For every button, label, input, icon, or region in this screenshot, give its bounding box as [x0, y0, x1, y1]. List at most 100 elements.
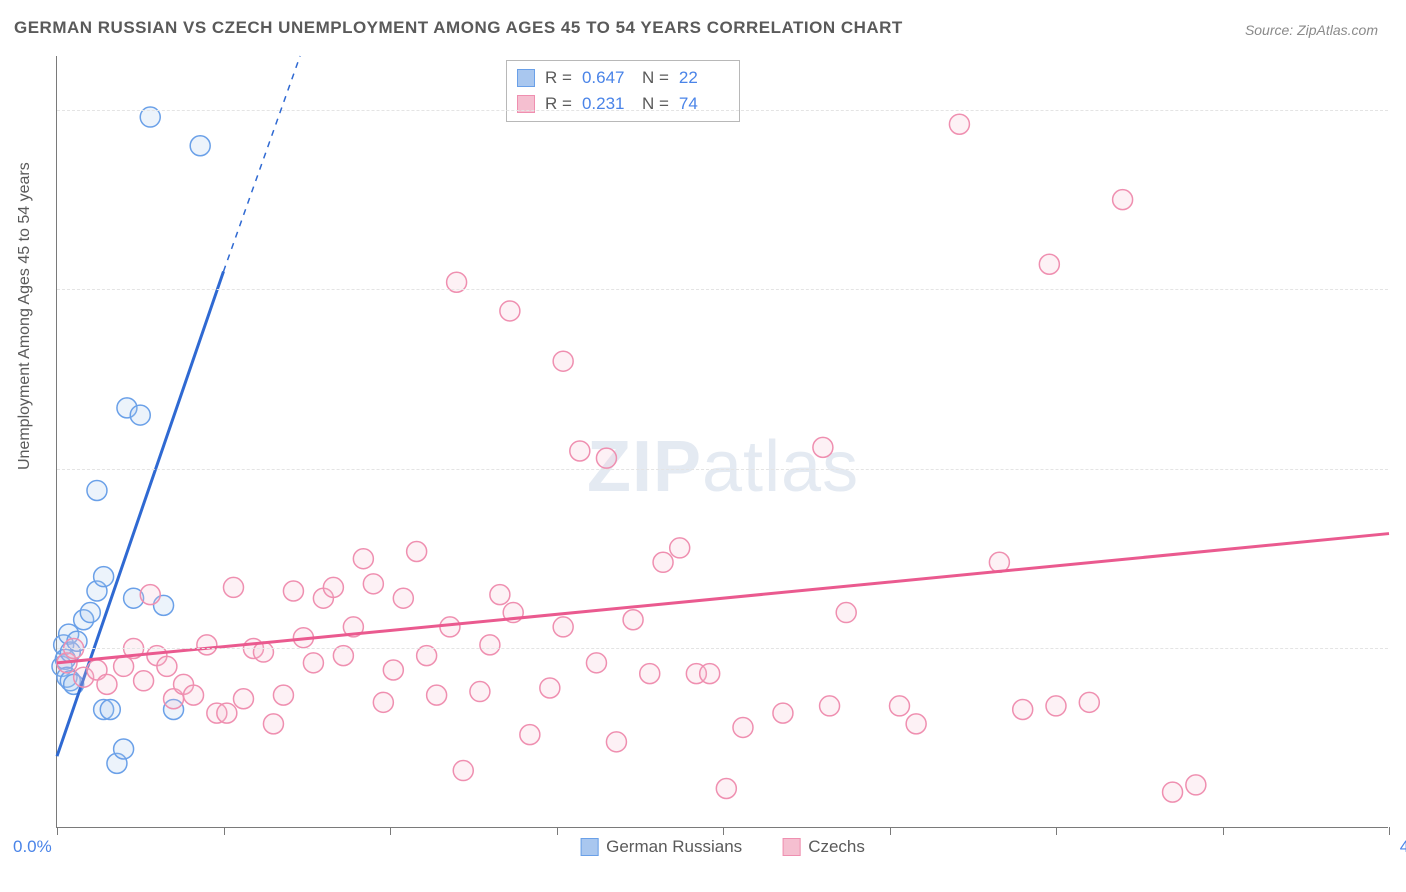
- regression-line-1: [57, 534, 1389, 663]
- stat-legend-row-1: R = 0.647 N = 22: [517, 65, 729, 91]
- plot-area: ZIPatlas R = 0.647 N = 22 R = 0.231 N = …: [56, 56, 1388, 828]
- data-point-german-russians: [190, 136, 210, 156]
- data-point-czechs: [520, 725, 540, 745]
- data-point-czechs: [140, 585, 160, 605]
- data-point-czechs: [97, 674, 117, 694]
- stat-legend: R = 0.647 N = 22 R = 0.231 N = 74: [506, 60, 740, 122]
- n-eq-label: N =: [642, 68, 669, 88]
- y-axis-label: Unemployment Among Ages 45 to 54 years: [16, 162, 34, 470]
- legend-swatch-1: [517, 69, 535, 87]
- data-point-czechs: [273, 685, 293, 705]
- data-point-czechs: [820, 696, 840, 716]
- data-point-czechs: [1039, 254, 1059, 274]
- data-point-czechs: [407, 542, 427, 562]
- data-point-czechs: [889, 696, 909, 716]
- x-tick: [723, 827, 724, 835]
- data-point-czechs: [596, 448, 616, 468]
- data-point-czechs: [363, 574, 383, 594]
- data-point-czechs: [700, 664, 720, 684]
- source-label: Source: ZipAtlas.com: [1245, 22, 1378, 38]
- data-point-czechs: [640, 664, 660, 684]
- data-point-german-russians: [130, 405, 150, 425]
- data-point-czechs: [217, 703, 237, 723]
- data-point-czechs: [1046, 696, 1066, 716]
- data-point-czechs: [263, 714, 283, 734]
- data-point-czechs: [1113, 190, 1133, 210]
- data-point-czechs: [440, 617, 460, 637]
- n-val-2: 74: [679, 94, 729, 114]
- x-tick: [390, 827, 391, 835]
- data-point-czechs: [283, 581, 303, 601]
- plot-svg: [57, 56, 1388, 827]
- data-point-czechs: [453, 761, 473, 781]
- data-point-czechs: [586, 653, 606, 673]
- bottom-legend-item-2: Czechs: [782, 837, 865, 857]
- x-tick: [224, 827, 225, 835]
- gridline-h: [57, 648, 1388, 649]
- data-point-czechs: [813, 437, 833, 457]
- r-val-2: 0.231: [582, 94, 632, 114]
- data-point-czechs: [393, 588, 413, 608]
- data-point-czechs: [134, 671, 154, 691]
- r-eq-label-2: R =: [545, 94, 572, 114]
- data-point-czechs: [553, 351, 573, 371]
- bottom-label-2: Czechs: [808, 837, 865, 857]
- data-point-czechs: [353, 549, 373, 569]
- data-point-czechs: [470, 682, 490, 702]
- x-tick: [557, 827, 558, 835]
- gridline-h: [57, 289, 1388, 290]
- chart-container: GERMAN RUSSIAN VS CZECH UNEMPLOYMENT AMO…: [0, 0, 1406, 892]
- data-point-czechs: [480, 635, 500, 655]
- x-tick-label: 0.0%: [13, 837, 52, 857]
- bottom-swatch-1: [580, 838, 598, 856]
- data-point-czechs: [323, 577, 343, 597]
- data-point-czechs: [184, 685, 204, 705]
- regression-line-dashed-0: [224, 56, 301, 271]
- bottom-label-1: German Russians: [606, 837, 742, 857]
- bottom-swatch-2: [782, 838, 800, 856]
- x-tick: [57, 827, 58, 835]
- stat-legend-row-2: R = 0.231 N = 74: [517, 91, 729, 117]
- data-point-czechs: [653, 552, 673, 572]
- data-point-czechs: [623, 610, 643, 630]
- x-tick: [1056, 827, 1057, 835]
- data-point-german-russians: [87, 480, 107, 500]
- data-point-czechs: [427, 685, 447, 705]
- x-tick: [1223, 827, 1224, 835]
- data-point-czechs: [223, 577, 243, 597]
- data-point-czechs: [1079, 692, 1099, 712]
- data-point-czechs: [500, 301, 520, 321]
- data-point-czechs: [383, 660, 403, 680]
- data-point-czechs: [253, 642, 273, 662]
- data-point-czechs: [303, 653, 323, 673]
- data-point-czechs: [773, 703, 793, 723]
- data-point-german-russians: [94, 567, 114, 587]
- x-tick-label: 40.0%: [1400, 837, 1406, 857]
- data-point-czechs: [197, 635, 217, 655]
- data-point-czechs: [373, 692, 393, 712]
- data-point-czechs: [157, 656, 177, 676]
- data-point-czechs: [490, 585, 510, 605]
- data-point-czechs: [733, 717, 753, 737]
- data-point-czechs: [949, 114, 969, 134]
- data-point-czechs: [606, 732, 626, 752]
- data-point-czechs: [836, 603, 856, 623]
- data-point-czechs: [1186, 775, 1206, 795]
- data-point-german-russians: [100, 700, 120, 720]
- n-val-1: 22: [679, 68, 729, 88]
- data-point-czechs: [233, 689, 253, 709]
- data-point-czechs: [114, 656, 134, 676]
- data-point-czechs: [670, 538, 690, 558]
- data-point-czechs: [1013, 700, 1033, 720]
- x-tick: [890, 827, 891, 835]
- n-eq-label-2: N =: [642, 94, 669, 114]
- gridline-h: [57, 110, 1388, 111]
- gridline-h: [57, 469, 1388, 470]
- data-point-czechs: [570, 441, 590, 461]
- r-val-1: 0.647: [582, 68, 632, 88]
- data-point-german-russians: [114, 739, 134, 759]
- bottom-legend: German Russians Czechs: [580, 837, 865, 857]
- x-tick: [1389, 827, 1390, 835]
- data-point-czechs: [553, 617, 573, 637]
- data-point-czechs: [540, 678, 560, 698]
